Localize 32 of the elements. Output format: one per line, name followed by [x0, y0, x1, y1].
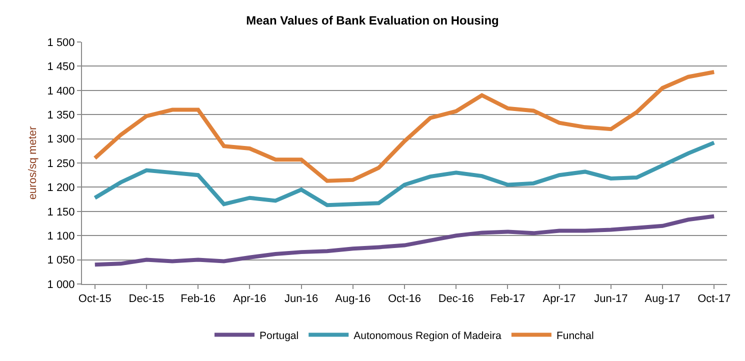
x-tick-label: Oct-16	[388, 293, 422, 306]
x-tick-label: Apr-17	[542, 293, 576, 306]
y-tick-label: 1 350	[47, 109, 75, 122]
y-tick-label: 1 050	[47, 254, 75, 267]
line-series	[92, 70, 716, 183]
x-tick-label: Aug-17	[644, 293, 680, 306]
y-tick-label: 1 500	[47, 36, 75, 49]
x-tick-label: Feb-17	[490, 293, 526, 306]
y-tick-label: 1 150	[47, 206, 75, 218]
chart-title: Mean Values of Bank Evaluation on Housing	[246, 14, 499, 28]
x-tick-label: Dec-16	[438, 293, 474, 306]
y-tick-label: 1 450	[47, 61, 75, 74]
y-tick-label: 1 300	[47, 134, 75, 146]
x-tick-label: Jun-17	[594, 293, 628, 306]
y-axis-title: euros/sq meter	[26, 126, 39, 200]
x-tick-label: Aug-16	[335, 293, 371, 306]
legend-label: Funchal	[556, 330, 594, 342]
y-tick-label: 1 400	[47, 85, 75, 98]
legend-label: Portugal	[260, 330, 299, 342]
line-series	[92, 140, 716, 208]
x-tick-label: Apr-16	[233, 293, 266, 306]
y-tick-label: 1 200	[47, 182, 75, 194]
y-tick-label: 1 100	[47, 230, 75, 242]
line-series	[92, 214, 716, 267]
y-tick-label: 1 000	[47, 278, 75, 291]
y-tick-label: 1 250	[47, 158, 75, 170]
x-tick-label: Oct-17	[698, 293, 731, 306]
x-tick-label: Feb-16	[180, 293, 216, 306]
x-tick-label: Dec-15	[128, 293, 164, 306]
legend-label: Autonomous Region of Madeira	[354, 330, 502, 342]
x-tick-label: Jun-16	[284, 293, 318, 306]
x-tick-label: Oct-15	[78, 293, 112, 306]
